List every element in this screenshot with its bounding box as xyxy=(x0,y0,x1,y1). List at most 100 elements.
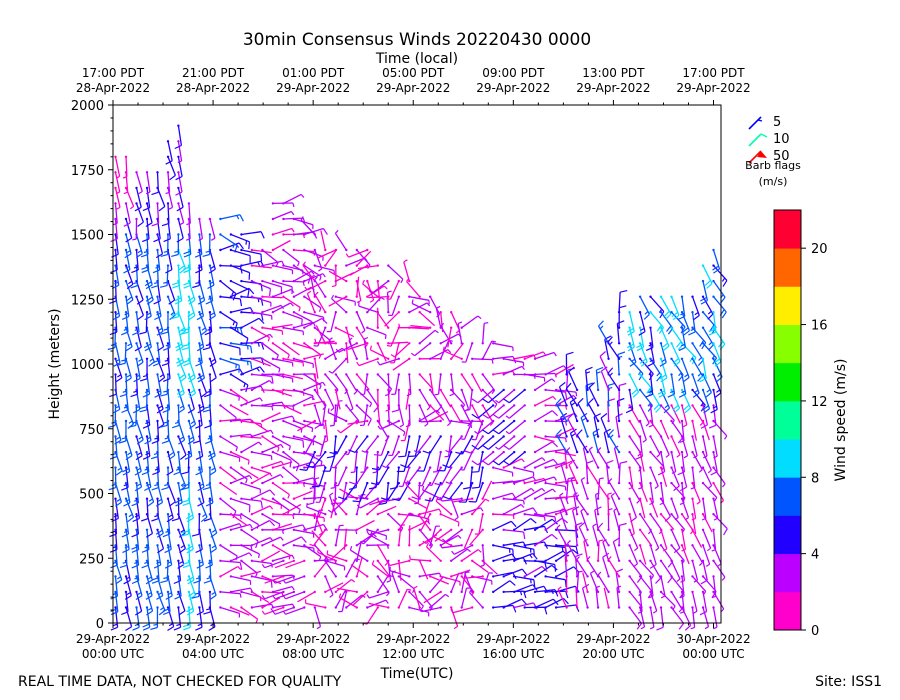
barb-staff xyxy=(429,525,437,546)
barb-staff xyxy=(146,249,150,271)
wind-barb xyxy=(419,417,442,423)
barb-feather xyxy=(468,500,477,503)
wind-barb xyxy=(429,388,442,413)
barb-staff xyxy=(405,483,421,500)
wind-barb xyxy=(564,447,568,469)
wind-barb xyxy=(481,340,497,360)
barb-origin xyxy=(219,233,222,236)
wind-barb xyxy=(355,279,362,304)
barb-staff xyxy=(339,596,358,609)
barb-origin xyxy=(523,590,526,594)
barb-staff xyxy=(272,544,291,556)
barb-staff xyxy=(114,374,117,395)
barb-feather xyxy=(114,439,122,445)
barb-origin xyxy=(628,513,631,516)
barb-origin xyxy=(345,575,348,578)
wind-barb xyxy=(513,487,535,500)
barb-feather xyxy=(481,444,489,450)
wind-barb xyxy=(645,326,654,351)
wind-barb xyxy=(197,481,205,507)
barb-feather xyxy=(162,378,171,382)
barb-half-feather xyxy=(664,404,669,409)
barb-origin xyxy=(397,513,400,516)
wind-barb xyxy=(559,508,568,531)
wind-barb xyxy=(628,528,639,552)
barb-origin xyxy=(187,606,191,609)
wind-barb xyxy=(565,351,574,376)
barb-staff xyxy=(264,606,284,615)
barb-origin xyxy=(355,590,358,594)
wind-barb xyxy=(513,507,538,516)
barb-feather xyxy=(655,406,662,413)
barb-origin xyxy=(471,528,474,531)
barb-origin xyxy=(324,606,327,609)
barb-origin xyxy=(408,295,411,298)
barb-origin xyxy=(408,466,411,469)
barb-half-feather xyxy=(369,403,373,408)
wind-barb xyxy=(229,248,251,263)
wind-barb xyxy=(124,497,135,523)
wind-barb xyxy=(165,140,173,165)
barb-half-feather xyxy=(113,623,118,627)
barb-feather xyxy=(177,564,185,569)
barb-feather xyxy=(368,486,377,490)
wind-barb xyxy=(330,466,337,489)
barb-half-feather xyxy=(187,452,192,456)
barb-feather xyxy=(245,338,249,346)
wind-barb xyxy=(313,404,322,430)
barb-origin xyxy=(292,264,296,267)
wind-barb xyxy=(130,373,139,398)
barb-staff xyxy=(272,302,291,313)
barb-staff xyxy=(146,467,152,488)
wind-barb xyxy=(131,481,140,507)
barb-staff xyxy=(274,560,295,569)
barb-feather xyxy=(661,342,668,349)
barb-staff xyxy=(545,389,566,393)
barb-staff xyxy=(251,311,272,317)
barb-staff xyxy=(198,545,204,566)
barb-staff xyxy=(639,591,643,612)
barb-feather xyxy=(464,450,472,454)
barb-origin xyxy=(523,544,526,547)
barb-half-feather xyxy=(198,561,203,565)
chart-title: 30min Consensus Winds 20220430 0000 xyxy=(243,30,591,50)
barb-half-feather xyxy=(474,430,479,435)
wind-barb xyxy=(452,497,474,503)
barb-half-feather xyxy=(124,545,129,549)
barb-staff xyxy=(492,520,512,531)
barb-half-feather xyxy=(597,571,602,576)
barb-half-feather xyxy=(236,215,240,220)
wind-barb xyxy=(472,466,484,489)
barb-origin xyxy=(250,466,254,469)
barb-origin xyxy=(460,481,463,485)
wind-barb xyxy=(502,450,526,466)
barb-origin xyxy=(575,450,579,454)
barb-staff xyxy=(156,172,160,193)
barb-origin xyxy=(649,373,652,376)
barb-origin xyxy=(460,497,463,500)
wind-barb xyxy=(439,496,463,502)
barb-staff xyxy=(167,156,177,176)
barb-half-feather xyxy=(113,222,118,226)
barb-origin xyxy=(240,311,243,314)
barb-origin xyxy=(638,559,642,562)
barb-half-feather xyxy=(362,279,365,284)
wind-barb xyxy=(240,231,265,239)
barb-origin xyxy=(460,326,463,329)
wind-barb xyxy=(575,587,579,609)
wind-barb xyxy=(161,202,170,227)
barb-origin xyxy=(429,528,432,531)
barb-staff xyxy=(167,576,173,597)
wind-barb xyxy=(282,193,305,205)
barb-origin xyxy=(554,528,558,531)
barb-half-feather xyxy=(557,434,562,439)
barb-origin xyxy=(166,373,170,376)
barb-feather xyxy=(575,553,583,557)
wind-barb xyxy=(229,264,251,280)
barb-staff xyxy=(306,451,316,471)
barb-feather xyxy=(204,424,212,429)
wind-barb xyxy=(330,450,348,469)
wind-barb xyxy=(445,435,463,453)
barb-feather xyxy=(186,610,194,616)
barb-staff xyxy=(304,227,324,236)
